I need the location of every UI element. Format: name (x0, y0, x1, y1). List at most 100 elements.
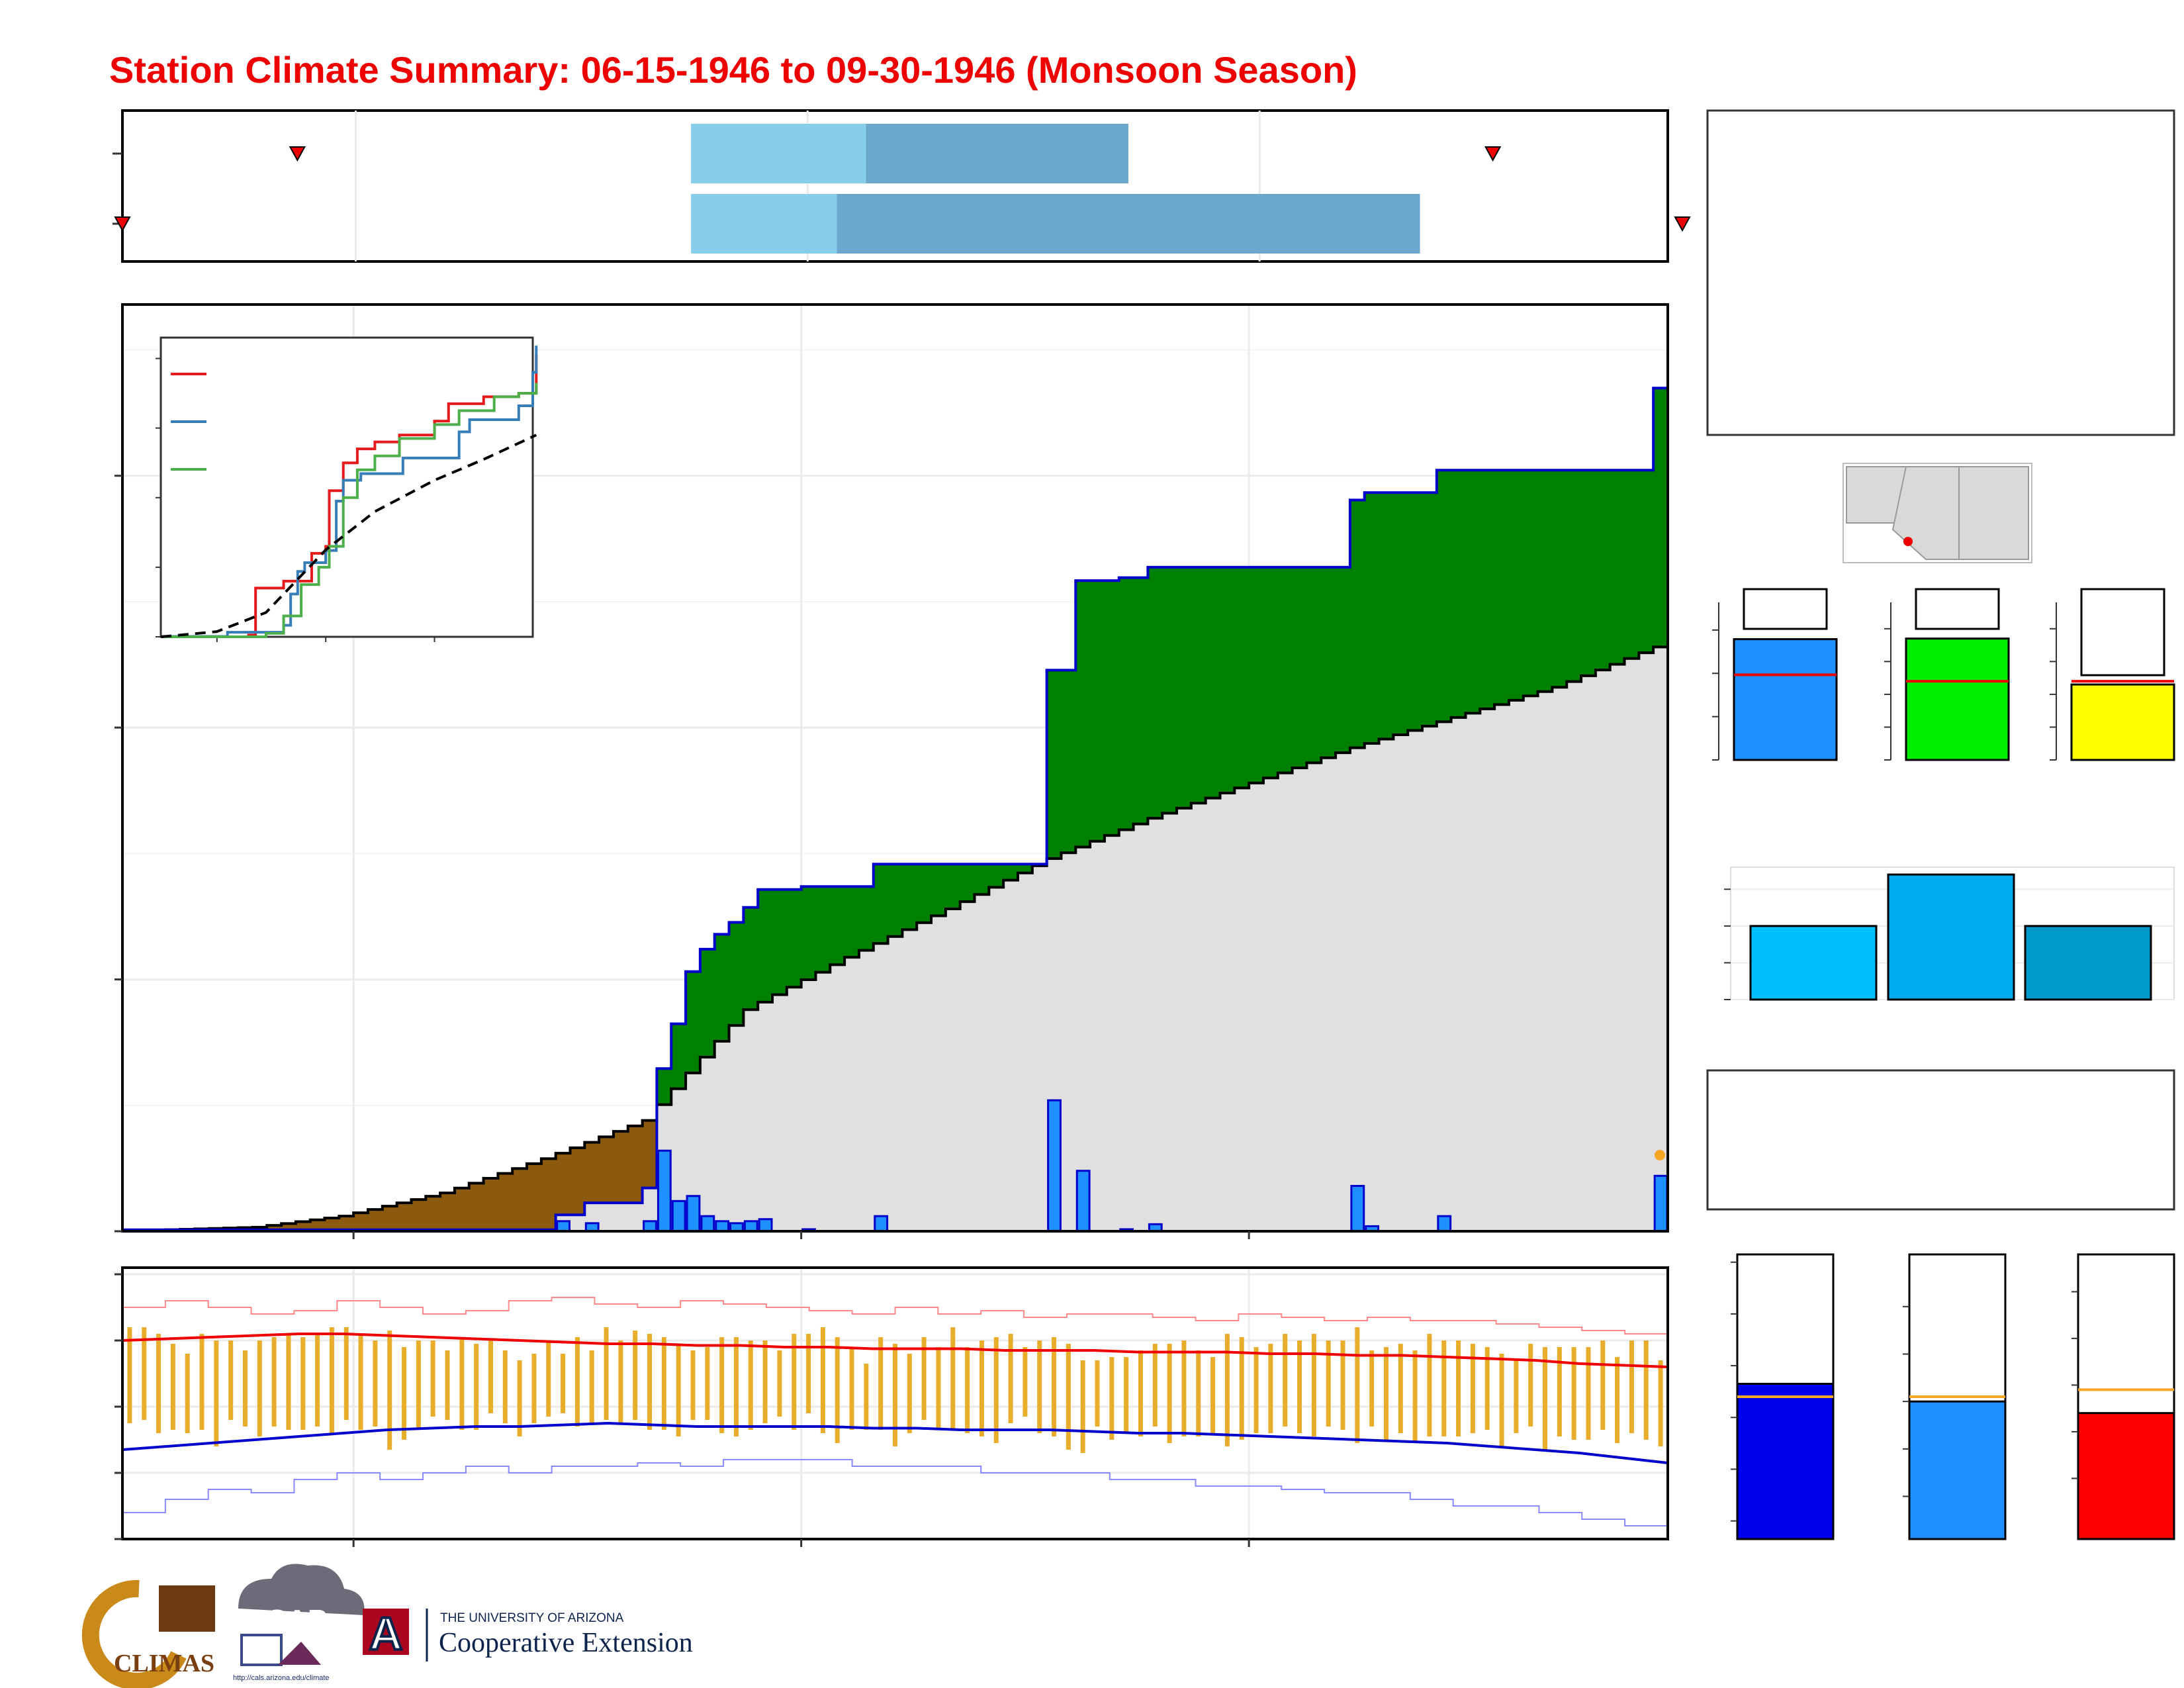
below-average-fill (382, 1206, 398, 1230)
below-average-fill (613, 1131, 629, 1203)
above-average-fill (858, 886, 874, 951)
inset-average-line (160, 434, 537, 638)
summary-bar-1 (1905, 637, 2010, 761)
inset-series-line-1971 (161, 383, 538, 638)
above-average-fill (786, 889, 802, 988)
above-average-fill (1465, 470, 1480, 714)
plot-frame (121, 303, 1669, 1233)
daily-temp-range-bar (1210, 1357, 1216, 1433)
timing-panel (113, 109, 1691, 263)
above-average-fill (1148, 567, 1163, 819)
daily-temp-range-bar (647, 1334, 653, 1430)
daily-temp-range-bar (907, 1354, 912, 1433)
ua-mark: A (369, 1608, 403, 1660)
daily-temp-range-bar (1080, 1360, 1085, 1453)
above-average-fill (1090, 581, 1105, 841)
daily-temp-range-bar (1109, 1357, 1115, 1440)
events-bar-moderate (1887, 873, 2015, 1001)
daily-temp-range-bar (762, 1340, 768, 1423)
daily-temp-range-bar (1124, 1357, 1129, 1433)
daily-temp-range-bar (1326, 1340, 1331, 1427)
daily-temp-range-bar (806, 1334, 811, 1413)
timing-bar-25-50 (691, 124, 866, 183)
daily-temp-range-bar (1412, 1350, 1418, 1443)
page-title: Station Climate Summary: 06-15-1946 to 0… (109, 49, 1357, 91)
daily-temp-range-bar (1658, 1360, 1663, 1446)
daily-temp-range-bar (1398, 1344, 1403, 1433)
ua-logo: A THE UNIVERSITY OF ARIZONA Cooperative … (363, 1607, 693, 1662)
summary-value-box (1915, 588, 2000, 630)
summary-bar-2 (2070, 683, 2175, 761)
above-average-fill (1480, 470, 1495, 709)
above-average-fill (1075, 581, 1091, 847)
daily-temp-range-bar (1571, 1347, 1576, 1440)
daily-temp-range-bar (1253, 1347, 1259, 1433)
events-bar-heavy (2024, 925, 2152, 1001)
above-average-fill (1552, 470, 1567, 688)
above-average-fill (902, 864, 917, 930)
above-average-fill (1046, 670, 1062, 859)
above-average-fill (657, 1068, 672, 1105)
daily-temp-range-bar (1499, 1354, 1504, 1446)
daily-temp-range-bar (1383, 1347, 1388, 1440)
daily-temp-range-bar (979, 1340, 984, 1436)
daily-temp-range-bar (792, 1334, 797, 1430)
daily-precip-bar (758, 1218, 773, 1233)
daily-temp-range-bar (1196, 1350, 1201, 1436)
daily-temp-range-bar (864, 1364, 869, 1430)
above-average-fill (1104, 581, 1120, 836)
daily-temp-range-bar (546, 1340, 551, 1417)
daily-temp-range-bar (199, 1334, 205, 1430)
below-average-fill (411, 1199, 426, 1230)
above-average-fill (1436, 470, 1452, 722)
daily-temp-range-bar (1095, 1360, 1100, 1427)
ua-top-text: THE UNIVERSITY OF ARIZONA (440, 1611, 624, 1625)
above-average-fill (1494, 470, 1510, 705)
daily-temp-range-bar (618, 1340, 623, 1423)
above-average-fill (1234, 567, 1250, 788)
map-region-az (1891, 466, 1960, 560)
above-average-fill (1379, 492, 1394, 739)
daily-temp-range-bar (286, 1334, 291, 1430)
daily-temp-range-bar (1600, 1340, 1606, 1430)
average-cumulative-line (122, 645, 1668, 1233)
daily-temp-range-bar (1369, 1350, 1375, 1427)
daily-temp-range-bar (993, 1337, 999, 1443)
above-average-fill (1017, 864, 1033, 873)
above-average-fill (1336, 567, 1351, 753)
below-average-fill (281, 1223, 296, 1230)
daily-temp-range-bar (893, 1344, 897, 1446)
above-average-fill (1393, 492, 1408, 735)
below-average-fill (498, 1173, 513, 1230)
daily-temp-range-bar (416, 1340, 421, 1430)
above-average-fill (1003, 864, 1019, 880)
daily-temp-range-bar (373, 1340, 378, 1427)
daily-temp-range-bar (1643, 1340, 1649, 1440)
daily-temp-range-bar (777, 1350, 782, 1417)
station-info-box (1706, 109, 2175, 436)
average-cumulative-area (122, 647, 1668, 1231)
below-average-fill (454, 1188, 470, 1230)
first-event-marker (289, 146, 306, 162)
daily-temp-range-bar (1023, 1347, 1028, 1417)
daily-temp-range-bar (633, 1331, 638, 1420)
daily-temp-range-bar (1052, 1337, 1057, 1436)
last-day-marker (1655, 1150, 1665, 1160)
above-average-fill (714, 934, 730, 1042)
daily-temp-range-bar (1311, 1334, 1316, 1436)
daily-temp-range-bar (820, 1327, 825, 1433)
daily-precip-bar (1075, 1170, 1091, 1233)
daily-temp-range-bar (1470, 1344, 1475, 1433)
station-box-frame (1706, 109, 2175, 436)
below-average-fill (512, 1168, 527, 1230)
below-average-fill (599, 1137, 614, 1203)
above-average-fill (974, 864, 989, 895)
above-average-fill (758, 889, 773, 1002)
last-event-marker (1674, 216, 1691, 232)
daily-temp-range-bar (1167, 1344, 1172, 1443)
events-bar-light (1749, 925, 1878, 1001)
daily-temp-range-bar (517, 1360, 522, 1436)
precip-events-chart (1724, 867, 2175, 1001)
summary-bar-0 (1733, 638, 1838, 761)
daily-temp-range-bar (1224, 1334, 1230, 1446)
